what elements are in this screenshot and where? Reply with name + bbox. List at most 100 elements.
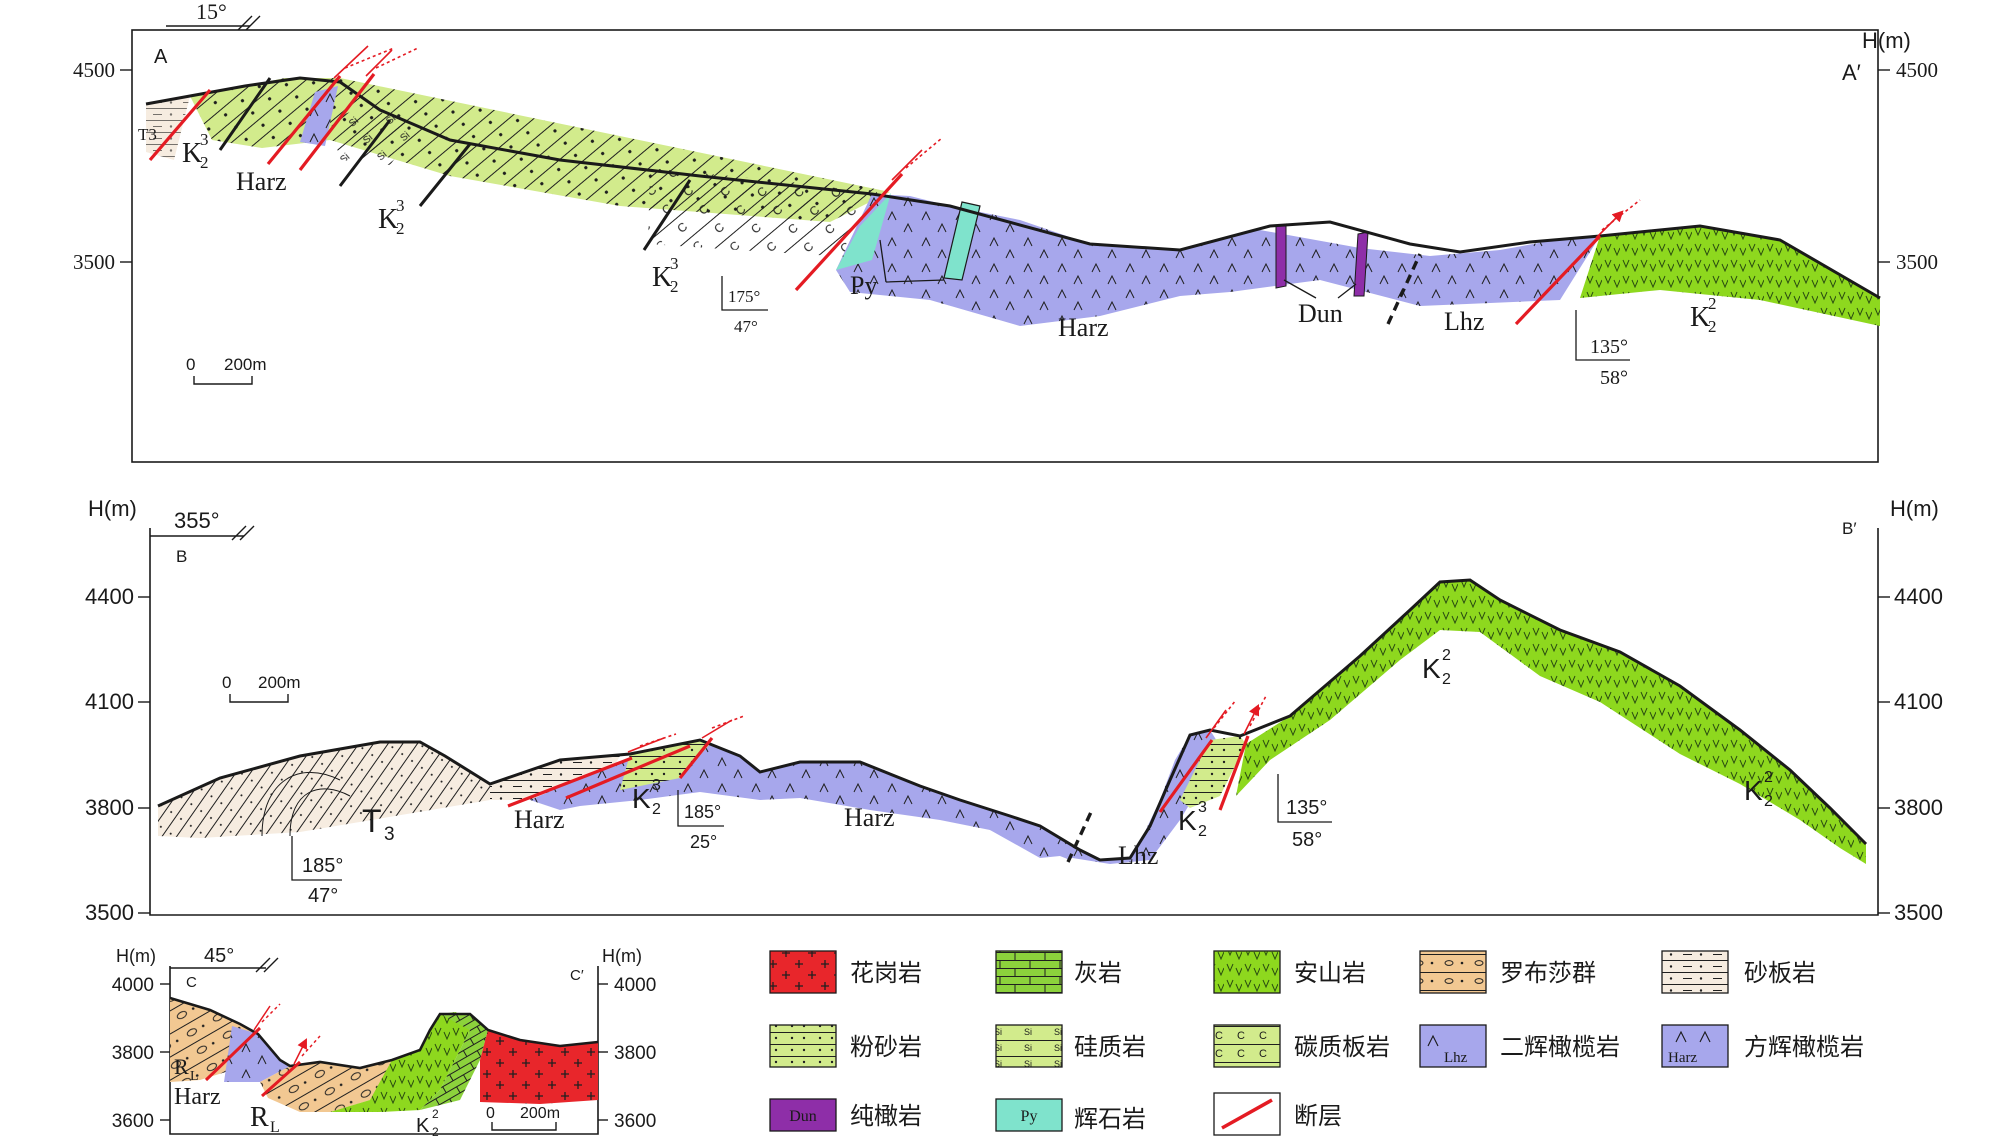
section-a-attitude-2-dir: 135° xyxy=(1590,336,1628,358)
section-c-label-k22-sup: 2 xyxy=(432,1107,439,1121)
section-b-label-k22-1: K xyxy=(1422,653,1441,684)
section-c-right-tick-label-3800: 3800 xyxy=(614,1043,656,1064)
section-b-axis-unit: H(m) xyxy=(88,496,137,521)
section-b-label-harz-1: Harz xyxy=(514,805,565,834)
section-b-label-t3-sub: 3 xyxy=(384,824,395,845)
section-c-label-rl-1: R xyxy=(174,1054,189,1079)
section-a-fault-arrows xyxy=(333,45,1622,239)
section-a-fault-2 xyxy=(266,74,342,166)
section-c-axis-unit: H(m) xyxy=(116,946,156,966)
legend-label-harzburgite: 方辉橄榄岩 xyxy=(1744,1033,1864,1061)
section-b-attitude-2-dip: 25° xyxy=(690,832,717,852)
legend-label-sandslate: 砂板岩 xyxy=(1744,959,1816,987)
section-c-scale-length: 200m xyxy=(520,1105,560,1122)
section-a-fault-1 xyxy=(148,88,212,162)
section-a-label-k23-2-sub: 2 xyxy=(396,219,405,238)
legend-symbol-pyroxenite: Py xyxy=(1021,1108,1038,1125)
section-a-end-label: A′ xyxy=(1842,60,1861,85)
section-c-orientation: 45° xyxy=(204,945,234,967)
section-b-fault-1 xyxy=(507,756,633,808)
section-b-scale-zero: 0 xyxy=(222,673,231,692)
section-a-unit-py-1 xyxy=(836,193,891,270)
section-a-attitude-2-symbol xyxy=(1575,310,1630,361)
section-a-right-tick-label-3500: 3500 xyxy=(1896,250,1938,274)
section-a-contact-dashed xyxy=(1386,253,1422,325)
section-c-topography xyxy=(169,996,599,1070)
section-a-label-k23-3: K xyxy=(652,262,672,293)
section-a-fault-3 xyxy=(298,73,376,171)
section-a-label-harz: Harz xyxy=(236,167,287,196)
section-b-label-k22-1-sub: 2 xyxy=(1442,671,1451,688)
section-a-label-k23-1-sup: 3 xyxy=(200,130,209,149)
section-b-label-k23-2-sup: 3 xyxy=(1198,799,1207,816)
section-b-label-k22-2-sup: 2 xyxy=(1764,769,1773,786)
legend-symbol-dunite: Dun xyxy=(789,1108,817,1125)
section-b-tick-label-3500: 3500 xyxy=(85,900,134,925)
section-a-label-k23-2-sup: 3 xyxy=(396,196,405,215)
section-c-start-label: C xyxy=(186,974,197,991)
section-b-frame xyxy=(149,528,1879,916)
section-a-label-k22: K xyxy=(1690,302,1710,333)
section-b-strike-icon xyxy=(231,525,255,541)
section-a-label-k22-sub: 2 xyxy=(1708,317,1717,336)
section-b-attitude-1-dir: 185° xyxy=(302,855,343,877)
section-c-label-rl-2-sub: L xyxy=(270,1119,280,1136)
section-a-axis-unit: H(m) xyxy=(1862,28,1911,53)
legend-label-limestone: 灰岩 xyxy=(1074,959,1122,987)
section-b-label-k22-2-sub: 2 xyxy=(1764,793,1773,810)
legend-lherzolite-glyph xyxy=(1427,1034,1439,1047)
section-a-unit-py-2 xyxy=(943,201,981,281)
section-c-right-tick-label-4000: 4000 xyxy=(614,975,656,996)
section-b-label-k23-2-sub: 2 xyxy=(1198,823,1207,840)
section-c-scale-bar xyxy=(491,1122,557,1131)
section-b-attitude-2-dir: 185° xyxy=(684,802,721,822)
section-c-strike-icon xyxy=(255,957,279,973)
section-b-label-t3: T xyxy=(362,803,382,839)
section-b-attitude-3-dir: 135° xyxy=(1286,797,1327,819)
section-b-fault-arrows xyxy=(627,706,1258,753)
legend-swatch-lherzolite xyxy=(1419,1024,1487,1068)
section-a-fault-5 xyxy=(1514,234,1602,326)
legend: 花岗岩 灰岩 安山岩 罗布莎群 砂板岩 粉砂岩 硅质岩 碳质板岩 Lhz 二辉橄… xyxy=(769,950,1864,1136)
legend-swatch-dunite xyxy=(769,1098,837,1132)
section-b-fault-3 xyxy=(678,737,714,779)
section-b-attitude-3-dip: 58° xyxy=(1292,829,1322,851)
section-a-attitude-1-dir: 175° xyxy=(728,287,760,306)
section-b-right-tick-label-3800: 3800 xyxy=(1894,795,1943,820)
legend-label-siliceous: 硅质岩 xyxy=(1074,1033,1146,1061)
section-c-label-harz: Harz xyxy=(174,1084,221,1110)
legend-label-dunite: 纯橄岩 xyxy=(850,1102,922,1130)
section-a-topography xyxy=(145,76,1881,300)
section-a-label-k23-1-sub: 2 xyxy=(200,153,209,172)
legend-label-granite: 花岗岩 xyxy=(850,959,922,987)
section-a-scale-zero: 0 xyxy=(186,355,195,374)
section-a-label-t3: T3 xyxy=(138,125,157,144)
section-c-fault-1 xyxy=(204,1026,262,1082)
section-a-bedding-lines xyxy=(218,77,692,251)
section-a-strike-icon xyxy=(237,15,261,31)
section-a-dun-leader xyxy=(1283,279,1357,299)
section-b: H(m) H(m) 355° B B′ 4400 4100 3800 3500 … xyxy=(85,496,1943,925)
section-c-fault-2 xyxy=(260,1060,302,1098)
section-a-attitude-1-symbol xyxy=(721,276,768,311)
legend-harzburgite-glyph xyxy=(1675,1030,1711,1043)
section-c-tick-label-3600: 3600 xyxy=(112,1111,154,1132)
section-c-label-rl-2: R xyxy=(250,1102,269,1133)
legend-symbol-harzburgite: Harz xyxy=(1668,1050,1697,1066)
section-b-label-k23-1: K xyxy=(632,783,651,814)
section-a-tick-label-3500: 3500 xyxy=(73,250,115,274)
section-a: 15° A A′ H(m) 4500 3500 4500 3500 T3 K 3… xyxy=(73,0,1938,463)
section-b-label-k22-1-sup: 2 xyxy=(1442,647,1451,664)
section-b-scale-bar xyxy=(229,694,289,703)
section-b-label-harz-2: Harz xyxy=(844,803,895,832)
section-a-unit-dun-1 xyxy=(1275,223,1287,289)
legend-swatch-pyroxenite xyxy=(995,1098,1063,1132)
section-a-label-k23-3-sub: 2 xyxy=(670,277,679,296)
legend-label-fault: 断层 xyxy=(1294,1102,1342,1130)
section-a-scale-length: 200m xyxy=(224,355,267,374)
section-c-label-k22: K xyxy=(416,1115,430,1137)
section-a-label-lhz: Lhz xyxy=(1444,307,1484,336)
section-a-start-label: A xyxy=(154,46,168,68)
section-c-label-k22-sub: 2 xyxy=(432,1125,439,1137)
